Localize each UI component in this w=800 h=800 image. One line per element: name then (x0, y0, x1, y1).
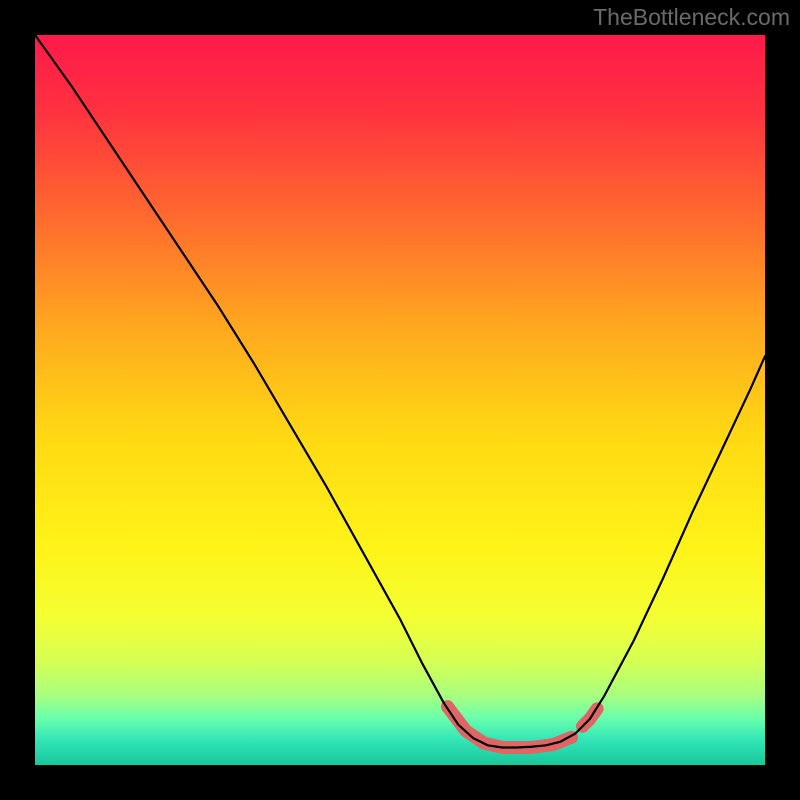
bottleneck-chart (0, 0, 800, 800)
watermark-text: TheBottleneck.com (593, 4, 790, 31)
plot-background-gradient (35, 35, 765, 765)
